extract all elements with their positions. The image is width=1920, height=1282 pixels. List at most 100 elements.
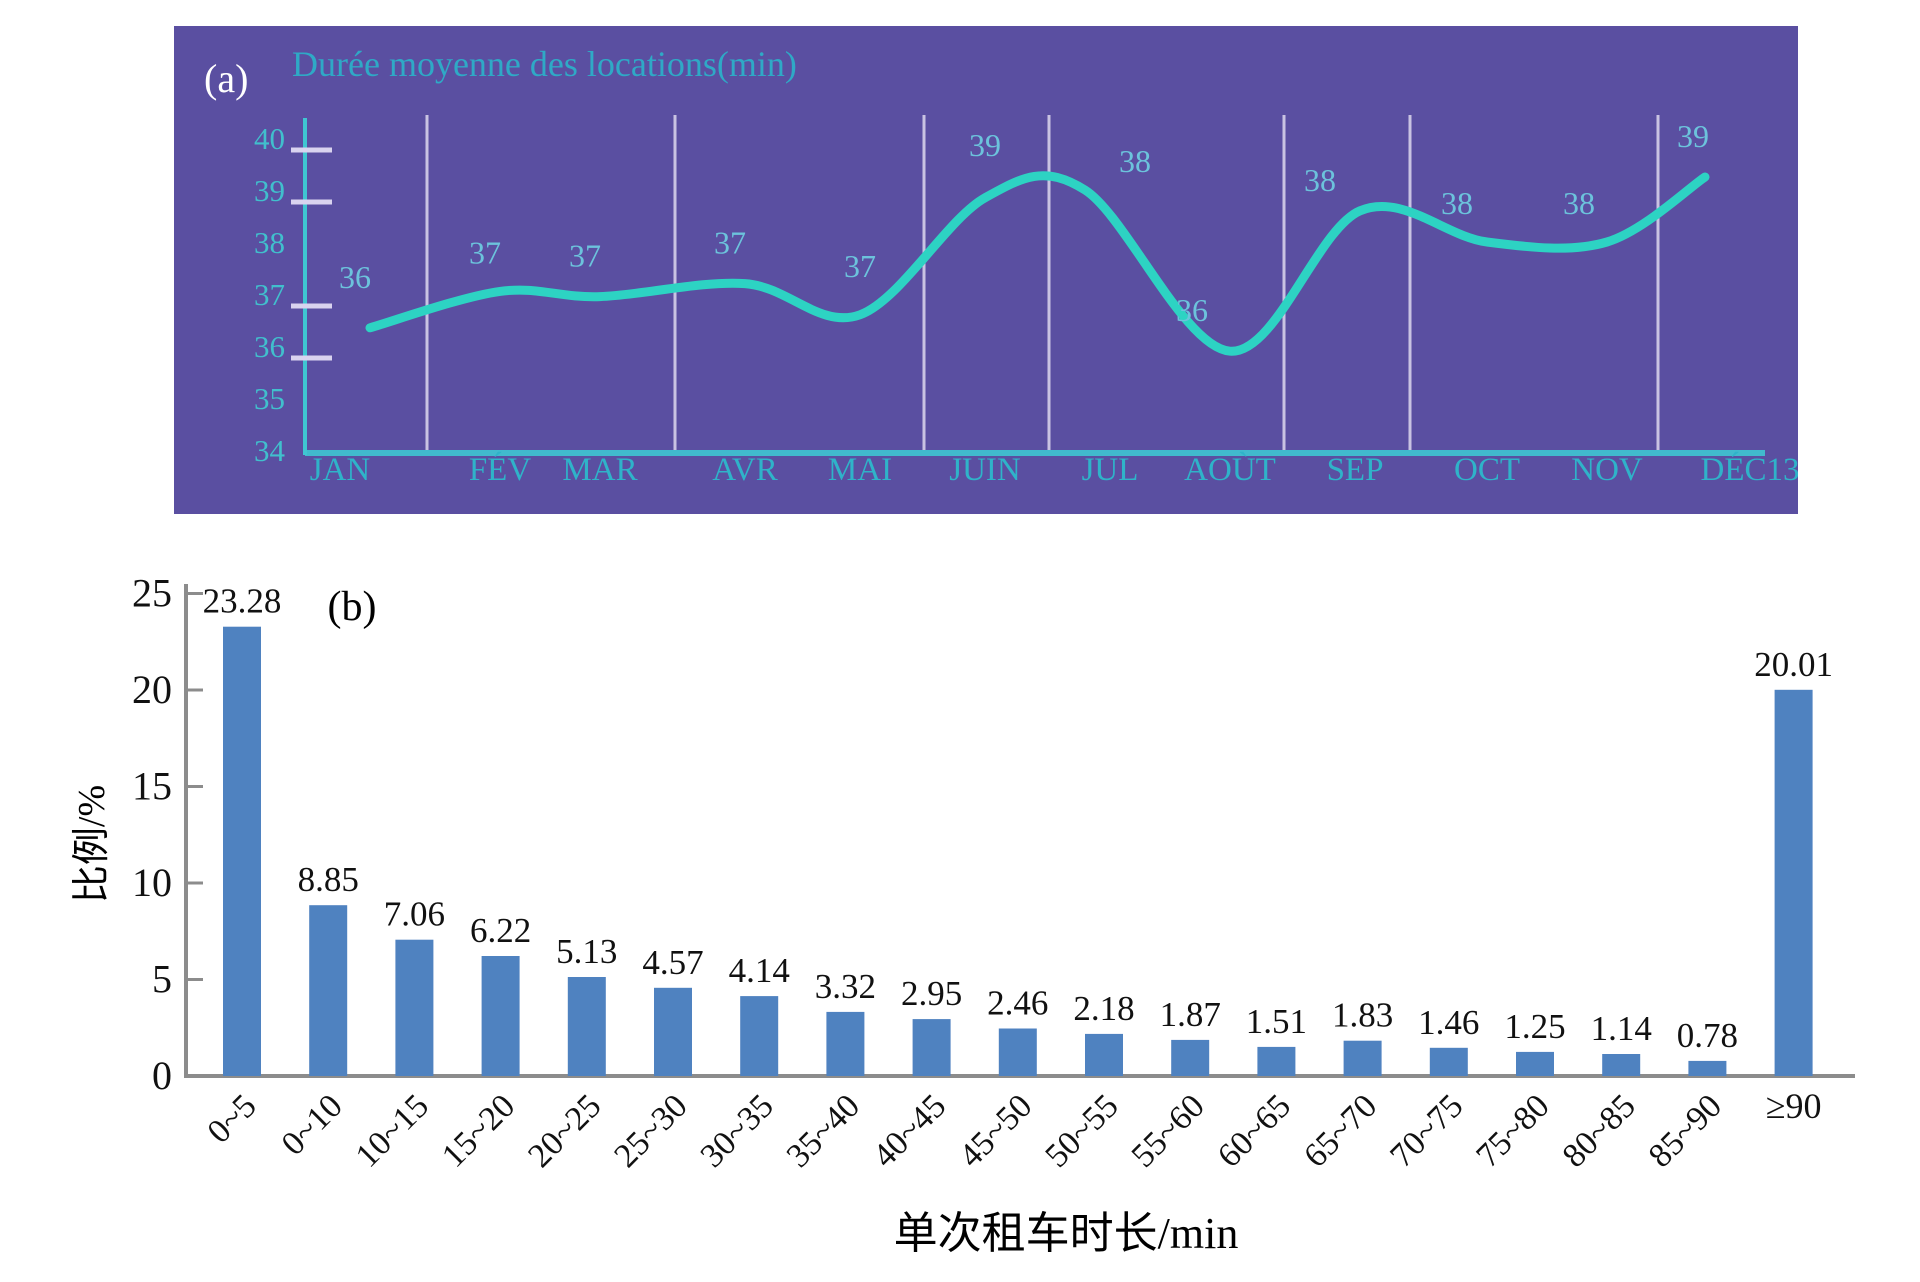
x-axis-category-label: 30~35 xyxy=(694,1087,781,1174)
bar-value-label: 20.01 xyxy=(1754,645,1833,684)
bar xyxy=(1343,1040,1382,1076)
y-axis-tick-label: 40 xyxy=(254,121,285,156)
bar xyxy=(912,1019,951,1076)
y-axis-tick-label: 0 xyxy=(152,1053,172,1098)
panel-b-bar-chart: (b) 比例/% 单次租车时长/min 0 5 10 15 20 25 23.28 0~5 8.… xyxy=(60,560,1880,1260)
data-point-label: 39 xyxy=(969,127,1001,163)
x-axis-category-label: 35~40 xyxy=(780,1087,867,1174)
bar-value-label: 1.51 xyxy=(1246,1002,1307,1041)
bar xyxy=(567,977,606,1076)
bar xyxy=(309,905,348,1076)
x-axis-month-label: JUL xyxy=(1082,452,1139,488)
data-point-label: 37 xyxy=(569,238,601,274)
panel-a-title: Durée moyenne des locations(min) xyxy=(292,44,797,84)
y-axis-tick-label: 39 xyxy=(254,173,285,208)
bar-chart-canvas: (b) 比例/% 单次租车时长/min 0 5 10 15 20 25 23.28 0~5 8.… xyxy=(71,571,1855,1258)
x-axis-category-label: 75~80 xyxy=(1469,1087,1556,1174)
bar-value-label: 2.18 xyxy=(1073,989,1134,1028)
bar xyxy=(1602,1054,1641,1076)
bar-value-label: 4.14 xyxy=(729,951,790,990)
y-axis-tick-label: 35 xyxy=(254,381,285,416)
x-axis-category-label: 25~30 xyxy=(607,1087,694,1174)
bar xyxy=(826,1011,865,1076)
x-axis-category-label: ≥90 xyxy=(1766,1086,1822,1126)
y-axis-tick-label: 20 xyxy=(132,667,172,712)
y-axis-tick-label: 37 xyxy=(254,277,285,312)
y-axis-tick-label: 10 xyxy=(132,860,172,905)
data-point-label: 38 xyxy=(1304,162,1336,198)
y-axis-title: 比例/% xyxy=(71,785,113,903)
panel-b-label: (b) xyxy=(328,584,377,630)
x-axis-category-label: 15~20 xyxy=(435,1087,522,1174)
bar xyxy=(1774,689,1813,1076)
bar-value-label: 1.83 xyxy=(1332,996,1393,1035)
bar-value-label: 1.46 xyxy=(1418,1003,1479,1042)
x-axis-month-label: DÉC13 xyxy=(1701,451,1799,488)
x-axis-category-label: 80~85 xyxy=(1556,1087,1643,1174)
bar-value-label: 0.78 xyxy=(1677,1016,1738,1055)
x-axis-title: 单次租车时长/min xyxy=(894,1209,1239,1258)
y-axis-tick-label: 25 xyxy=(132,571,172,616)
data-point-label: 38 xyxy=(1441,185,1473,221)
x-axis-category-label: 45~50 xyxy=(952,1087,1039,1174)
bar xyxy=(1516,1051,1554,1076)
bar-value-label: 7.06 xyxy=(384,895,445,934)
bar xyxy=(1257,1046,1296,1076)
x-axis-month-label: JUIN xyxy=(949,452,1021,488)
data-point-label: 37 xyxy=(469,234,501,270)
data-point-label: 36 xyxy=(1176,292,1208,328)
bar-value-label: 23.28 xyxy=(203,582,282,621)
x-axis-month-label: AVR xyxy=(712,452,777,488)
x-axis-month-label: AOÙT xyxy=(1184,450,1276,488)
bar xyxy=(740,996,779,1076)
bar xyxy=(1171,1039,1210,1076)
data-point-label: 38 xyxy=(1563,185,1595,221)
bar-value-label: 4.57 xyxy=(642,943,703,982)
bar-value-label: 6.22 xyxy=(470,911,531,950)
bar-value-label: 8.85 xyxy=(298,860,359,899)
x-axis-category-label: 65~70 xyxy=(1297,1087,1384,1174)
x-axis-month-label: MAR xyxy=(562,452,637,488)
bar-value-label: 2.46 xyxy=(987,984,1048,1023)
x-axis-category-label: 20~25 xyxy=(521,1087,608,1174)
y-axis-tick-label: 5 xyxy=(152,957,172,1002)
bar xyxy=(481,956,520,1076)
y-axis-tick-label: 36 xyxy=(254,329,285,364)
y-axis-tick-label: 34 xyxy=(254,433,286,468)
data-point-label: 37 xyxy=(844,248,876,284)
bar xyxy=(1688,1060,1727,1076)
x-axis-month-label: FÉV xyxy=(469,451,532,488)
bar-value-label: 1.14 xyxy=(1591,1009,1652,1048)
x-axis-category-label: 60~65 xyxy=(1211,1087,1298,1174)
x-axis-category-label: 50~55 xyxy=(1038,1087,1125,1174)
x-axis-month-label: NOV xyxy=(1571,452,1643,488)
bar-value-label: 5.13 xyxy=(556,932,617,971)
panel-a-line-chart: (a) Durée moyenne des locations(min) 40 3… xyxy=(174,26,1798,514)
x-axis-month-label: OCT xyxy=(1454,452,1520,488)
y-axis-tick-label: 15 xyxy=(132,764,172,809)
bar xyxy=(395,939,434,1076)
x-axis-category-label: 0~5 xyxy=(200,1087,263,1150)
bar-value-label: 2.95 xyxy=(901,974,962,1013)
y-axis-tick-label: 38 xyxy=(254,225,285,260)
x-axis-category-label: 70~75 xyxy=(1383,1087,1470,1174)
panel-a-label: (a) xyxy=(204,56,248,101)
line-chart-canvas: (a) Durée moyenne des locations(min) 40 3… xyxy=(204,44,1799,488)
bar-value-label: 1.25 xyxy=(1504,1007,1565,1046)
bar xyxy=(1085,1033,1123,1076)
bar xyxy=(1429,1047,1468,1076)
x-axis-category-label: 85~90 xyxy=(1642,1087,1729,1174)
x-axis-month-label: JAN xyxy=(310,452,371,488)
bar xyxy=(654,987,692,1076)
data-point-label: 39 xyxy=(1677,118,1709,154)
bar xyxy=(998,1028,1037,1076)
bar-value-label: 3.32 xyxy=(815,967,876,1006)
x-axis-category-label: 55~60 xyxy=(1125,1087,1212,1174)
data-point-label: 37 xyxy=(714,225,746,261)
bar-value-label: 1.87 xyxy=(1160,995,1221,1034)
x-axis-month-label: SEP xyxy=(1327,452,1384,488)
duration-line-series xyxy=(365,171,1710,356)
x-axis-category-label: 0~10 xyxy=(275,1087,350,1162)
x-axis-month-label: MAI xyxy=(828,452,892,488)
